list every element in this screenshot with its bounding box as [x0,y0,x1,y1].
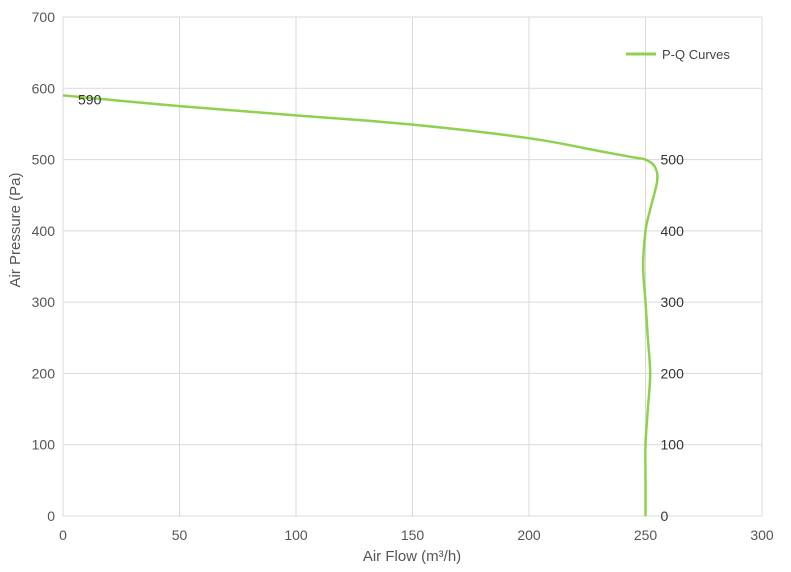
legend: P-Q Curves [626,47,730,62]
x-tick-label: 300 [750,527,774,543]
data-labels: 590 500 400 300 200 100 0 [78,91,684,524]
y-tick-label: 500 [32,152,56,168]
data-label: 590 [78,91,102,107]
data-label: 100 [661,437,685,453]
legend-label: P-Q Curves [662,47,730,62]
data-label: 300 [661,294,685,310]
x-tick-label: 50 [172,527,188,543]
x-tick-labels: 0 50 100 150 200 250 300 [59,527,774,543]
series-layer [62,94,659,516]
y-tick-label: 700 [32,9,56,25]
y-tick-label: 300 [32,294,56,310]
series-line-pq-curves [62,94,659,516]
data-label: 500 [661,152,685,168]
x-axis-title: Air Flow (m³/h) [363,548,461,565]
y-axis-title: Air Pressure (Pa) [7,172,24,287]
data-label: 400 [661,223,685,239]
data-label: 200 [661,365,685,381]
y-tick-label: 0 [47,508,55,524]
y-tick-label: 600 [32,80,56,96]
x-tick-label: 150 [401,527,425,543]
y-tick-label: 200 [32,365,56,381]
gridlines [62,16,763,517]
x-tick-label: 100 [284,527,308,543]
y-tick-label: 100 [32,437,56,453]
x-tick-label: 200 [517,527,541,543]
x-tick-label: 250 [634,527,658,543]
y-tick-label: 400 [32,223,56,239]
y-tick-labels: 0 100 200 300 400 500 600 700 [32,9,56,524]
data-label: 0 [661,508,669,524]
x-tick-label: 0 [59,527,67,543]
